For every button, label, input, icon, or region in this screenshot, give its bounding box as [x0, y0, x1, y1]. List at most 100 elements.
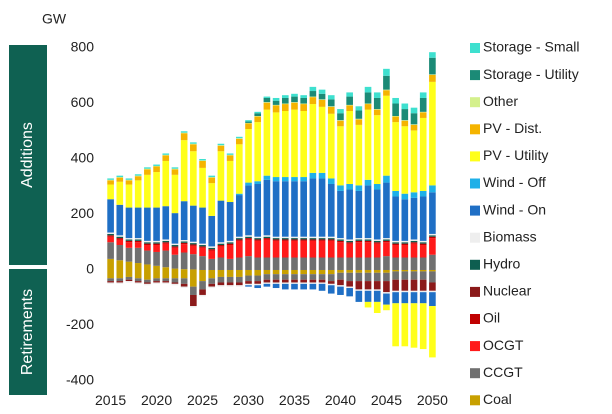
bar-segment	[153, 242, 160, 244]
bar-segment	[383, 272, 390, 282]
legend-label: Biomass	[483, 228, 537, 244]
bar-segment	[107, 242, 114, 259]
bar-segment	[429, 52, 436, 58]
bar-segment	[318, 93, 326, 100]
bar-segment	[116, 245, 124, 261]
bar-segment	[337, 240, 344, 243]
bar-segment	[346, 239, 353, 241]
bar-segment	[364, 272, 372, 282]
bar-segment	[208, 177, 216, 178]
bar-segment	[410, 242, 418, 244]
bar-segment	[254, 269, 262, 276]
bar-segment	[254, 281, 262, 284]
bar-segment	[281, 104, 289, 112]
bar-segment	[254, 181, 262, 184]
bar-segment	[401, 199, 409, 241]
bar-segment	[281, 111, 289, 178]
bar-segment	[125, 240, 133, 243]
bar-segment	[364, 104, 372, 110]
bar-segment	[208, 215, 216, 247]
bar-segment	[392, 245, 399, 258]
bar-segment	[171, 213, 179, 244]
bar-segment	[364, 301, 372, 308]
bar-segment	[429, 254, 436, 270]
bar-segment	[171, 254, 179, 269]
bar-segment	[190, 254, 197, 270]
bar-segment	[125, 239, 133, 241]
bar-segment	[226, 240, 234, 243]
bar-segment	[281, 269, 289, 275]
bar-segment	[337, 113, 344, 121]
bar-segment	[272, 100, 280, 105]
bar-segment	[419, 243, 427, 246]
bar-segment	[291, 181, 298, 237]
bar-segment	[355, 118, 363, 120]
bar-segment	[116, 282, 124, 284]
bar-segment	[190, 245, 197, 255]
bar-segment	[346, 105, 353, 112]
bar-segment	[355, 119, 363, 125]
bar-segment	[272, 257, 280, 270]
bar-segment	[337, 109, 344, 114]
bar-segment	[263, 283, 271, 287]
bar-segment	[171, 269, 179, 279]
bar-segment	[208, 177, 216, 184]
bar-segment	[236, 240, 243, 258]
bar-segment	[171, 167, 179, 169]
bar-segment	[217, 145, 225, 146]
bar-segment	[281, 181, 289, 237]
bar-segment	[318, 99, 326, 107]
bar-segment	[171, 268, 179, 270]
bar-segment	[364, 239, 372, 241]
bar-segment	[346, 104, 353, 106]
bar-segment	[401, 120, 409, 127]
bar-segment	[300, 103, 307, 105]
bar-segment	[291, 269, 298, 275]
bar-segment	[144, 264, 151, 270]
bar-segment	[162, 267, 170, 270]
bar-segment	[392, 292, 399, 304]
bar-segment	[272, 105, 280, 113]
bar-segment	[153, 207, 160, 241]
bar-segment	[254, 257, 262, 270]
bar-segment	[226, 242, 234, 244]
bar-segment	[263, 238, 271, 240]
legend-swatch	[470, 70, 480, 81]
bar-segment	[419, 111, 427, 113]
panel-label: Retirements	[19, 289, 36, 375]
bar-segment	[180, 133, 188, 141]
bar-segment	[309, 240, 317, 258]
bar-segment	[272, 269, 280, 275]
bar-segment	[318, 257, 326, 270]
legend-swatch	[470, 368, 480, 379]
bar-segment	[355, 238, 363, 240]
bar-segment	[327, 183, 335, 237]
bar-segment	[300, 257, 307, 270]
bar-segment	[217, 243, 225, 246]
bar-segment	[281, 257, 289, 270]
bar-segment	[125, 179, 133, 181]
bar-segment	[309, 269, 317, 275]
bar-segment	[337, 239, 344, 241]
bar-segment	[254, 111, 262, 114]
bar-segment	[291, 93, 298, 97]
bar-segment	[116, 175, 124, 178]
bar-segment	[134, 180, 142, 208]
bar-segment	[309, 91, 317, 97]
bar-segment	[429, 81, 436, 186]
bar-segment	[401, 126, 409, 194]
bar-segment	[309, 282, 317, 284]
bar-segment	[153, 245, 160, 252]
legend-swatch	[470, 97, 480, 108]
bar-segment	[364, 290, 372, 302]
bar-segment	[373, 183, 381, 190]
bar-segment	[245, 235, 252, 237]
bar-segment	[429, 74, 436, 82]
bar-segment	[419, 196, 427, 241]
bar-segment	[162, 160, 170, 207]
bar-segment	[364, 103, 372, 105]
bar-segment	[383, 242, 390, 257]
bar-segment	[208, 175, 216, 178]
bar-segment	[327, 281, 335, 284]
bar-segment	[337, 286, 344, 295]
